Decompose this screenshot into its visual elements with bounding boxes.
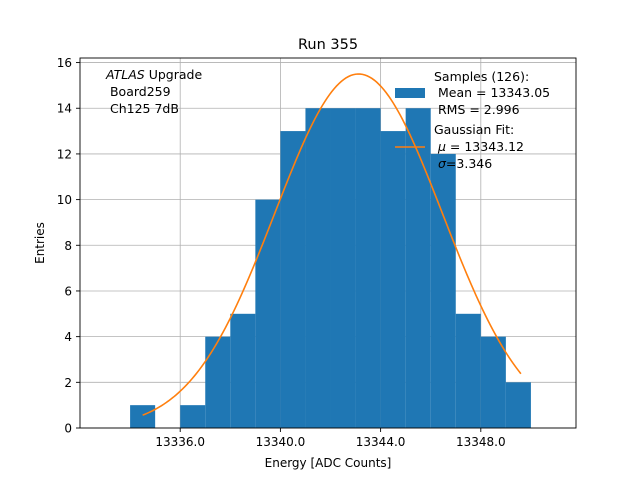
annotation-upgrade: Upgrade	[145, 67, 203, 82]
svg-text:ATLAS Upgrade: ATLAS Upgrade	[105, 67, 202, 82]
legend: Samples (126): Mean = 13343.05 RMS = 2.9…	[395, 69, 550, 171]
plot-frame	[79, 57, 577, 429]
x-tick-label-3: 13348.0	[456, 435, 506, 449]
histogram-bar-15	[505, 382, 531, 428]
y-tick-label-6: 12	[57, 147, 72, 161]
y-tick-label-7: 14	[57, 102, 72, 116]
histogram-bar-13	[455, 313, 481, 428]
annotation-atlas: ATLAS	[105, 67, 145, 82]
legend-samples-rms: RMS = 2.996	[434, 102, 520, 117]
legend-samples-swatch	[395, 88, 425, 98]
histogram-bar-12	[430, 153, 456, 429]
y-tick-label-4: 8	[64, 239, 72, 253]
x-axis-ticks: 13336.0 13340.0 13344.0 13348.0	[155, 428, 506, 449]
y-tick-label-0: 0	[64, 422, 72, 436]
y-tick-label-3: 6	[64, 284, 72, 298]
annotation-channel: Ch125 7dB	[106, 101, 179, 116]
histogram-bar-0	[130, 405, 156, 428]
histogram-bar-2	[180, 405, 206, 428]
histogram-bar-4	[230, 313, 256, 428]
histogram-bar-6	[280, 131, 306, 428]
legend-fit-sigma-symbol: σ	[438, 156, 447, 171]
histogram-bar-8	[330, 108, 356, 428]
gaussian-fit-curve	[142, 73, 522, 416]
y-axis-label: Entries	[33, 222, 47, 264]
legend-fit-title: Gaussian Fit:	[434, 122, 514, 137]
y-tick-label-8: 16	[57, 56, 72, 70]
histogram-bars	[130, 108, 531, 429]
y-axis-ticks: 0 2 4 6 8 10 12 14 16	[57, 56, 80, 436]
histogram-bar-9	[355, 108, 381, 428]
y-tick-label-2: 4	[64, 330, 72, 344]
legend-fit-mu-value: = 13343.12	[446, 139, 524, 154]
x-tick-label-2: 13344.0	[356, 435, 406, 449]
histogram-bar-14	[480, 336, 506, 428]
chart-title: Run 355	[298, 37, 358, 53]
x-axis-label: Energy [ADC Counts]	[265, 456, 392, 470]
histogram-bar-5	[255, 199, 281, 428]
experiment-annotation: ATLAS Upgrade Board259 Ch125 7dB	[105, 67, 202, 116]
annotation-board: Board259	[106, 84, 171, 99]
svg-text:μ = 13343.12: μ = 13343.12	[434, 139, 524, 154]
svg-text:σ=3.346: σ=3.346	[434, 156, 492, 171]
legend-fit-mu-symbol: μ	[437, 139, 446, 154]
x-tick-label-1: 13340.0	[256, 435, 306, 449]
histogram-bar-11	[405, 108, 431, 428]
histogram-bar-3	[205, 336, 231, 428]
legend-samples-mean: Mean = 13343.05	[434, 85, 550, 100]
y-tick-label-1: 2	[64, 376, 72, 390]
legend-samples-title: Samples (126):	[434, 69, 529, 84]
histogram-bar-7	[305, 108, 331, 428]
histogram-bar-10	[380, 131, 406, 428]
legend-fit-sigma-value: =3.346	[446, 156, 492, 171]
y-tick-label-5: 10	[57, 193, 72, 207]
x-tick-label-0: 13336.0	[155, 435, 205, 449]
